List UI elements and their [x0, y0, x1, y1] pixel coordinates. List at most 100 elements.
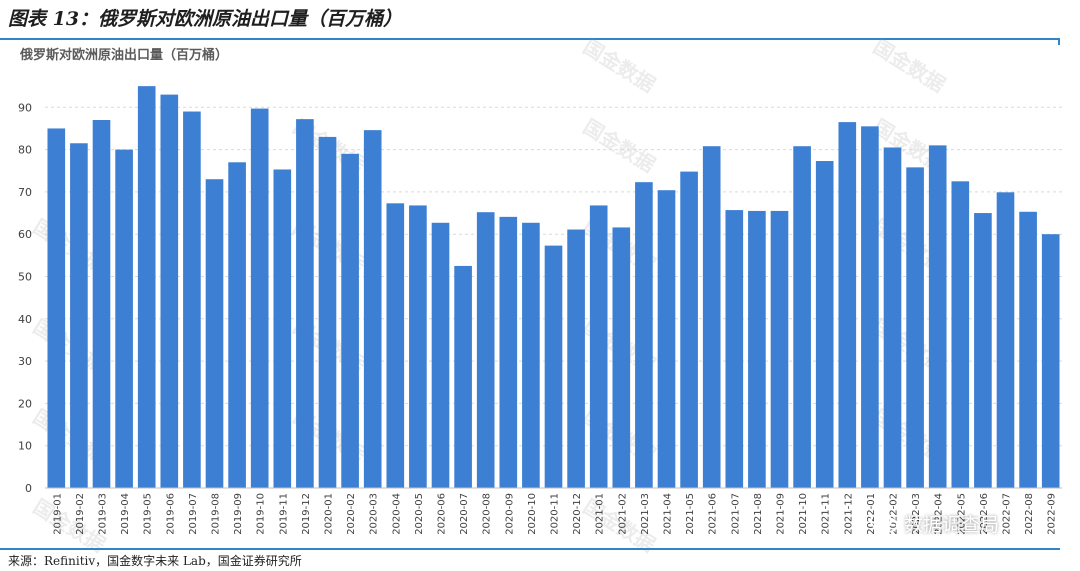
bar	[612, 227, 631, 488]
bar	[522, 222, 540, 489]
x-tick-label: 2019-05	[143, 493, 154, 535]
bar	[454, 265, 472, 488]
bar	[160, 94, 179, 489]
bar	[409, 205, 427, 488]
bar	[928, 145, 947, 488]
x-tick-label: 2020-08	[482, 493, 493, 535]
bar	[657, 190, 676, 488]
x-tick-label: 2020-01	[324, 493, 335, 535]
bar	[92, 119, 111, 489]
bar	[815, 161, 834, 488]
y-tick-label: 90	[18, 101, 32, 114]
top-rule	[0, 38, 1060, 40]
bar	[431, 222, 450, 489]
x-tick-label: 2020-07	[459, 493, 470, 535]
bar	[499, 216, 518, 488]
bar	[996, 192, 1015, 488]
x-tick-label: 2022-07	[1002, 493, 1013, 535]
x-tick-label: 2019-12	[301, 493, 312, 535]
x-tick-label: 2019-10	[256, 493, 267, 535]
bar	[748, 210, 766, 488]
x-tick-label: 2021-07	[730, 493, 741, 535]
bar	[47, 128, 66, 488]
bar	[861, 126, 879, 489]
x-tick-label: 2019-07	[188, 493, 199, 535]
x-tick-label: 2020-03	[369, 493, 380, 535]
y-tick-label: 60	[18, 228, 32, 241]
bar	[702, 146, 721, 488]
bar	[680, 171, 698, 488]
bar	[250, 108, 269, 488]
bar	[883, 147, 902, 489]
y-tick-label: 50	[18, 271, 32, 284]
bar	[1041, 234, 1060, 488]
bar	[635, 182, 653, 488]
bar	[318, 136, 337, 488]
x-tick-label: 2022-05	[956, 493, 967, 535]
x-tick-label: 2022-04	[934, 493, 945, 535]
x-tick-label: 2020-10	[527, 493, 538, 535]
x-tick-label: 2021-05	[685, 493, 696, 535]
bar	[725, 210, 744, 489]
bar	[341, 153, 359, 488]
x-tick-label: 2021-11	[821, 493, 832, 535]
bar	[296, 119, 314, 489]
x-tick-label: 2019-06	[165, 493, 176, 535]
bar	[793, 146, 811, 488]
x-tick-label: 2022-02	[889, 493, 900, 535]
x-tick-label: 2019-11	[278, 493, 289, 535]
bar	[544, 245, 563, 488]
y-tick-label: 40	[18, 313, 32, 326]
bar	[974, 213, 992, 489]
x-tick-label: 2021-03	[640, 493, 651, 535]
x-tick-label: 2020-02	[346, 493, 357, 535]
bar	[228, 162, 246, 489]
x-tick-label: 2019-01	[52, 493, 63, 535]
x-tick-label: 2021-02	[617, 493, 628, 535]
x-tick-label: 2020-04	[391, 493, 402, 535]
y-tick-label: 20	[18, 397, 32, 410]
bar	[137, 86, 156, 489]
x-tick-label: 2020-09	[504, 493, 515, 535]
bar	[1019, 211, 1037, 488]
x-tick-label: 2021-04	[663, 493, 674, 535]
wechat-badge: 数据调查局	[870, 508, 999, 538]
y-tick-label: 30	[18, 355, 32, 368]
x-tick-label: 2021-06	[708, 493, 719, 535]
x-tick-label: 2020-06	[437, 493, 448, 535]
bar	[115, 149, 133, 488]
x-tick-label: 2022-01	[866, 493, 877, 535]
x-tick-label: 2019-09	[233, 493, 244, 535]
bar	[567, 229, 585, 488]
x-tick-label: 2022-06	[979, 493, 990, 535]
badge-text: 数据调查局	[904, 513, 1000, 536]
x-tick-label: 2021-09	[776, 493, 787, 535]
bar	[386, 203, 405, 489]
x-tick-label: 2020-05	[414, 493, 425, 535]
chart-title: 俄罗斯对欧洲原油出口量（百万桶）	[20, 48, 229, 63]
x-tick-label: 2022-09	[1047, 493, 1058, 535]
x-tick-label: 2019-03	[98, 493, 109, 535]
source-note: 来源：Refinitiv，国金数字未来 Lab，国金证券研究所	[8, 554, 302, 568]
bar	[906, 167, 924, 488]
x-tick-label: 2020-11	[550, 493, 561, 535]
y-tick-label: 10	[18, 440, 32, 453]
x-tick-label: 2019-08	[211, 493, 222, 535]
x-tick-label: 2020-12	[572, 493, 583, 535]
x-tick-label: 2022-08	[1024, 493, 1035, 535]
bar	[770, 210, 789, 488]
x-tick-label: 2019-04	[120, 493, 131, 535]
figure-title: 图表 13：俄罗斯对欧洲原油出口量（百万桶）	[8, 8, 403, 30]
bar	[476, 212, 495, 489]
bar	[589, 205, 608, 488]
y-tick-label: 0	[25, 482, 32, 495]
top-rule-tick	[1058, 38, 1060, 45]
bar	[183, 111, 201, 488]
bar	[838, 122, 857, 488]
bar	[273, 169, 292, 488]
bar	[205, 179, 224, 488]
x-tick-label: 2019-02	[75, 493, 86, 535]
bottom-rule	[0, 548, 1060, 550]
y-tick-label: 80	[18, 144, 32, 157]
